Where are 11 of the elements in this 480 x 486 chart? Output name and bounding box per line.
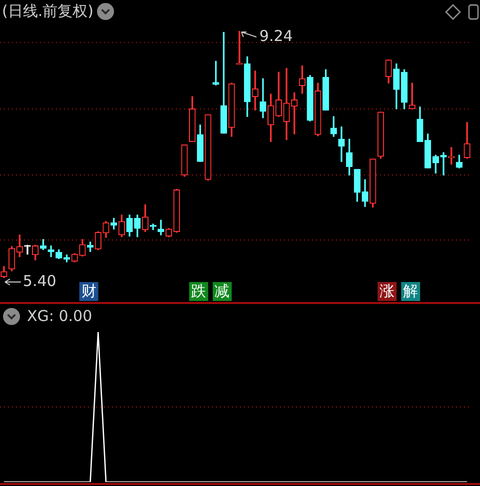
text: 解 <box>403 282 418 300</box>
chart-title: XG: 0.00 <box>27 307 92 325</box>
annotation: 9.24 <box>259 26 293 45</box>
candlestick <box>24 244 31 255</box>
annotation: 5.40 <box>22 272 56 290</box>
text: 财 <box>81 282 96 300</box>
chart-title: (日线.前复权) <box>2 2 94 20</box>
text: 减 <box>214 282 230 300</box>
text: 跌 <box>191 282 206 300</box>
candlestick <box>338 126 345 162</box>
text: 涨 <box>380 282 395 300</box>
